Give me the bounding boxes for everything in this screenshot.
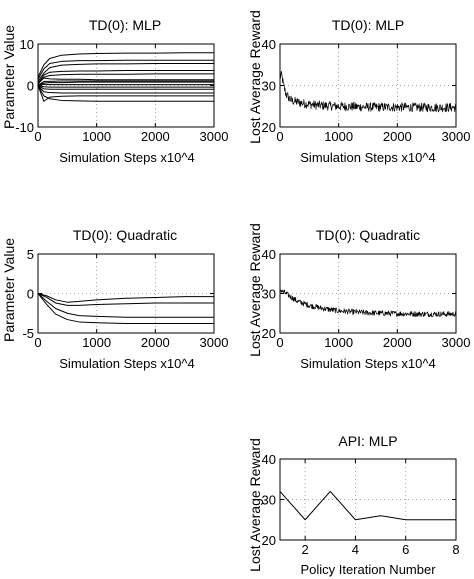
series-line: [37, 85, 214, 94]
x-tick-label: 2000: [141, 335, 170, 350]
x-tick-label: 2: [302, 542, 309, 557]
x-tick-label: 3000: [200, 129, 229, 144]
x-tick-label: 8: [452, 542, 459, 557]
series-line: [37, 59, 214, 80]
x-axis-label: Policy Iteration Number: [300, 562, 436, 577]
y-axis-label: Parameter Value: [1, 238, 17, 342]
x-tick-label: 1000: [324, 335, 353, 350]
y-tick-label: 0: [27, 287, 34, 302]
y-tick-label: 40: [262, 452, 276, 467]
y-axis-label: Parameter Value: [1, 25, 17, 129]
x-tick-label: 2000: [383, 129, 412, 144]
chart-title: TD(0): Quadratic: [73, 227, 177, 243]
x-tick-label: 1000: [324, 129, 353, 144]
y-tick-label: -5: [22, 326, 34, 341]
y-tick-label: 20: [262, 533, 276, 548]
series-line: [37, 85, 214, 102]
chart-api-mlp-reward: API: MLP Lost Average Reward Policy Iter…: [247, 433, 460, 577]
x-tick-label: 2000: [383, 335, 412, 350]
chart-title: API: MLP: [338, 433, 397, 449]
series-line: [37, 293, 214, 325]
series-line: [37, 77, 214, 84]
chart-title: TD(0): MLP: [332, 17, 404, 33]
series-line: [37, 81, 214, 86]
series-line: [37, 293, 214, 303]
x-axis-label: Simulation Steps x10^4: [300, 356, 435, 371]
series-line: [37, 70, 214, 84]
y-axis-label: Lost Average Reward: [247, 438, 263, 572]
x-axis-label: Simulation Steps x10^4: [59, 150, 194, 165]
series-line: [37, 293, 214, 306]
series-line: [37, 85, 214, 88]
x-tick-label: 3000: [442, 129, 471, 144]
series-line: [37, 80, 214, 86]
x-tick-label: 1000: [82, 335, 111, 350]
series-line: [37, 85, 214, 90]
series-line: [37, 63, 214, 82]
x-tick-label: 0: [34, 335, 41, 350]
chart-td-quad-params: TD(0): Quadratic Parameter Value Simulat…: [1, 227, 228, 371]
y-tick-label: 5: [27, 247, 34, 262]
y-tick-label: 0: [27, 79, 34, 94]
x-tick-label: 1000: [82, 129, 111, 144]
x-tick-label: 3000: [442, 335, 471, 350]
series-line: [279, 490, 456, 521]
x-tick-label: 6: [402, 542, 409, 557]
y-tick-label: 30: [262, 493, 276, 508]
chart-title: TD(0): Quadratic: [316, 227, 420, 243]
y-axis-label: Lost Average Reward: [247, 223, 263, 357]
chart-td-mlp-reward: TD(0): MLP Lost Average Reward Simulatio…: [247, 10, 470, 165]
x-tick-label: 4: [352, 542, 359, 557]
chart-title: TD(0): MLP: [89, 17, 161, 33]
series-line: [37, 293, 214, 318]
series-line: [279, 287, 457, 318]
y-tick-label: 40: [262, 37, 276, 52]
y-tick-label: 30: [262, 79, 276, 94]
series-line: [279, 70, 457, 113]
x-axis-label: Simulation Steps x10^4: [300, 150, 435, 165]
chart-td-quad-reward: TD(0): Quadratic Lost Average Reward Sim…: [247, 223, 470, 371]
y-tick-label: 10: [20, 37, 34, 52]
x-tick-label: 0: [276, 335, 283, 350]
x-tick-label: 0: [34, 129, 41, 144]
x-tick-label: 3000: [200, 335, 229, 350]
y-tick-label: 30: [262, 287, 276, 302]
y-tick-label: 20: [262, 326, 276, 341]
y-tick-label: 20: [262, 120, 276, 135]
y-axis-label: Lost Average Reward: [247, 10, 263, 144]
series-line: [37, 85, 214, 102]
y-tick-label: 40: [262, 247, 276, 262]
chart-td-mlp-params: TD(0): MLP Parameter Value Simulation St…: [1, 17, 228, 165]
y-tick-label: -10: [15, 120, 34, 135]
x-tick-label: 2000: [141, 129, 170, 144]
series-line: [37, 73, 214, 85]
x-axis-label: Simulation Steps x10^4: [59, 356, 194, 371]
x-tick-label: 0: [276, 129, 283, 144]
series-line: [37, 52, 214, 78]
